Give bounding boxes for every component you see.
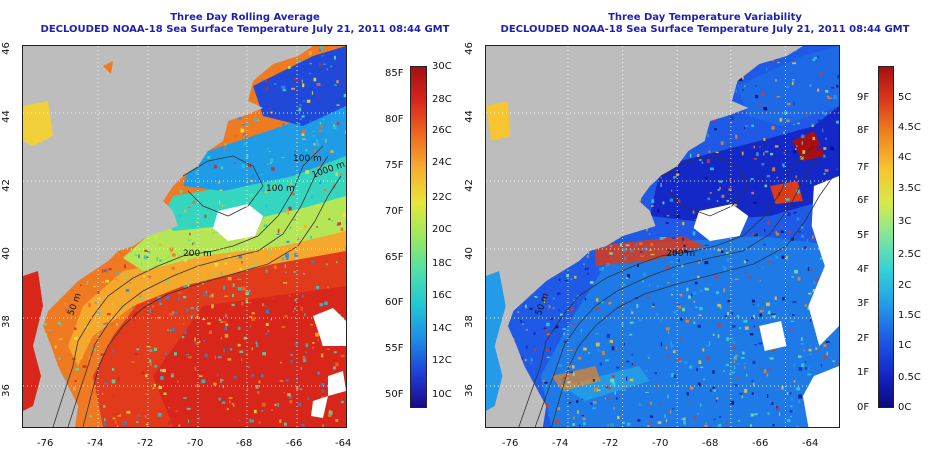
right-colorbar: [878, 66, 894, 408]
right-xtick-76: -76: [502, 438, 519, 449]
colorbar-label-f: 60F: [385, 297, 404, 308]
colorbar-label-f: 65F: [385, 252, 404, 263]
colorbar-label-c: 1C: [898, 340, 912, 351]
right-xtick-64: -64: [802, 438, 819, 449]
colorbar-label-c: 4.5C: [898, 122, 921, 133]
left-colorbar: [410, 66, 427, 408]
left-ytick-36: 36: [0, 384, 12, 397]
colorbar-label-f: 8F: [857, 125, 870, 136]
colorbar-label-c: 5C: [898, 92, 912, 103]
colorbar-label-c: 10C: [432, 389, 452, 400]
colorbar-label-c: 14C: [432, 323, 452, 334]
colorbar-label-f: 1F: [857, 367, 870, 378]
left-xtick-64: -64: [335, 438, 352, 449]
right-ytick-38: 38: [463, 315, 475, 328]
colorbar-label-f: 70F: [385, 206, 404, 217]
right-ytick-46: 46: [463, 42, 475, 55]
right-variability-map: 200 m 50 m: [485, 45, 840, 428]
contour-label: 100 m: [293, 154, 322, 164]
contour-label: 200 m: [666, 249, 695, 259]
left-title-line1: Three Day Rolling Average: [170, 12, 320, 23]
colorbar-label-c: 16C: [432, 290, 452, 301]
right-title-line2: DECLOUDED NOAA-18 Sea Surface Temperatur…: [500, 24, 910, 35]
right-ytick-44: 44: [463, 110, 475, 123]
colorbar-label-c: 24C: [432, 157, 452, 168]
colorbar-label-f: 5F: [857, 230, 870, 241]
colorbar-label-f: 3F: [857, 298, 870, 309]
colorbar-label-f: 2F: [857, 333, 870, 344]
left-xtick-72: -72: [137, 438, 154, 449]
right-ytick-36: 36: [463, 384, 475, 397]
right-title-line1: Three Day Temperature Variability: [608, 12, 802, 23]
left-title-line2: DECLOUDED NOAA-18 Sea Surface Temperatur…: [40, 24, 450, 35]
left-ytick-44: 44: [0, 110, 12, 123]
colorbar-label-c: 30C: [432, 61, 452, 72]
colorbar-label-f: 75F: [385, 160, 404, 171]
colorbar-label-f: 9F: [857, 92, 870, 103]
colorbar-label-c: 0.5C: [898, 372, 921, 383]
colorbar-label-f: 4F: [857, 264, 870, 275]
colorbar-label-c: 20C: [432, 224, 452, 235]
colorbar-label-f: 7F: [857, 162, 870, 173]
contour-label: 100 m: [266, 184, 295, 194]
colorbar-label-c: 4C: [898, 152, 912, 163]
right-xtick-70: -70: [652, 438, 669, 449]
left-ytick-40: 40: [0, 247, 12, 260]
right-xtick-74: -74: [552, 438, 569, 449]
left-xtick-76: -76: [37, 438, 54, 449]
colorbar-label-c: 2.5C: [898, 249, 921, 260]
colorbar-label-f: 80F: [385, 114, 404, 125]
right-ytick-40: 40: [463, 247, 475, 260]
colorbar-label-c: 28C: [432, 94, 452, 105]
colorbar-label-c: 26C: [432, 125, 452, 136]
colorbar-label-c: 1.5C: [898, 310, 921, 321]
colorbar-label-f: 55F: [385, 343, 404, 354]
left-xtick-70: -70: [187, 438, 204, 449]
colorbar-label-c: 22C: [432, 192, 452, 203]
left-ytick-46: 46: [0, 42, 12, 55]
colorbar-label-c: 2C: [898, 280, 912, 291]
right-xtick-68: -68: [702, 438, 719, 449]
colorbar-label-f: 6F: [857, 195, 870, 206]
colorbar-label-c: 3.5C: [898, 183, 921, 194]
colorbar-label-c: 12C: [432, 355, 452, 366]
left-xtick-68: -68: [236, 438, 253, 449]
colorbar-label-c: 0C: [898, 402, 912, 413]
left-ytick-42: 42: [0, 179, 12, 192]
colorbar-label-f: 0F: [857, 402, 870, 413]
right-ytick-42: 42: [463, 179, 475, 192]
left-ytick-38: 38: [0, 315, 12, 328]
contour-label: 200 m: [183, 249, 212, 259]
colorbar-label-c: 18C: [432, 258, 452, 269]
colorbar-label-c: 3C: [898, 216, 912, 227]
left-sst-map: 100 m 100 m 1000 m 200 m 50 m: [22, 45, 347, 428]
right-xtick-72: -72: [602, 438, 619, 449]
colorbar-label-f: 85F: [385, 68, 404, 79]
right-xtick-66: -66: [752, 438, 769, 449]
left-xtick-74: -74: [87, 438, 104, 449]
colorbar-label-f: 50F: [385, 389, 404, 400]
left-xtick-66: -66: [286, 438, 303, 449]
